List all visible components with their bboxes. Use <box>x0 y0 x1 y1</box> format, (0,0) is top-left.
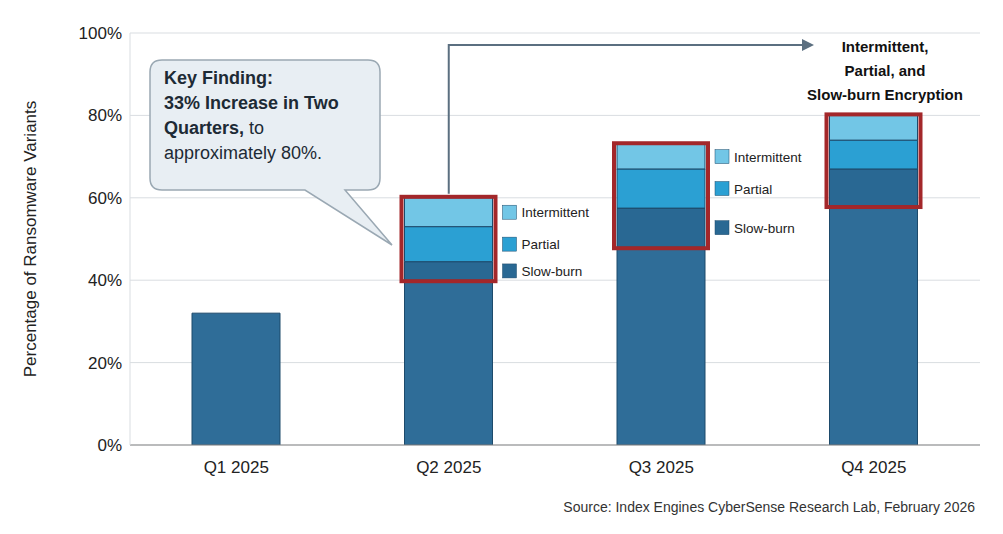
svg-text:100%: 100% <box>79 24 122 43</box>
svg-text:0%: 0% <box>97 436 122 455</box>
svg-text:Q4 2025: Q4 2025 <box>841 458 906 477</box>
svg-text:80%: 80% <box>88 106 122 125</box>
svg-text:Intermittent,: Intermittent, <box>842 38 929 55</box>
svg-text:Source: Index Engines CyberSen: Source: Index Engines CyberSense Researc… <box>563 499 975 515</box>
svg-text:Partial, and: Partial, and <box>845 62 926 79</box>
svg-text:Q2 2025: Q2 2025 <box>416 458 481 477</box>
svg-text:Percentage of Ransomware Varia: Percentage of Ransomware Variants <box>21 101 40 378</box>
svg-text:Partial: Partial <box>522 237 560 252</box>
svg-text:Slow-burn Encryption: Slow-burn Encryption <box>807 86 963 103</box>
svg-text:Partial: Partial <box>734 182 772 197</box>
html-text:33% Increase in Two Quarters,: 33% Increase in Two Quarters, to approxi… <box>164 93 339 163</box>
svg-text:20%: 20% <box>88 354 122 373</box>
svg-text:40%: 40% <box>88 271 122 290</box>
svg-text:Q3 2025: Q3 2025 <box>629 458 694 477</box>
svg-text:Intermittent: Intermittent <box>734 150 802 165</box>
html-text:Key Finding:: Key Finding: <box>164 68 273 88</box>
svg-text:60%: 60% <box>88 189 122 208</box>
svg-text:Q1 2025: Q1 2025 <box>204 458 269 477</box>
svg-text:Slow-burn: Slow-burn <box>734 221 795 236</box>
svg-text:Slow-burn: Slow-burn <box>522 264 583 279</box>
svg-text:Intermittent: Intermittent <box>522 205 590 220</box>
